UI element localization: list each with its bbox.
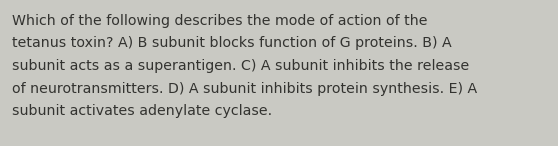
Text: of neurotransmitters. D) A subunit inhibits protein synthesis. E) A: of neurotransmitters. D) A subunit inhib… xyxy=(12,81,477,95)
Text: subunit activates adenylate cyclase.: subunit activates adenylate cyclase. xyxy=(12,104,272,118)
Text: tetanus toxin? A) B subunit blocks function of G proteins. B) A: tetanus toxin? A) B subunit blocks funct… xyxy=(12,36,451,51)
Text: subunit acts as a superantigen. C) A subunit inhibits the release: subunit acts as a superantigen. C) A sub… xyxy=(12,59,469,73)
Text: Which of the following describes the mode of action of the: Which of the following describes the mod… xyxy=(12,14,427,28)
